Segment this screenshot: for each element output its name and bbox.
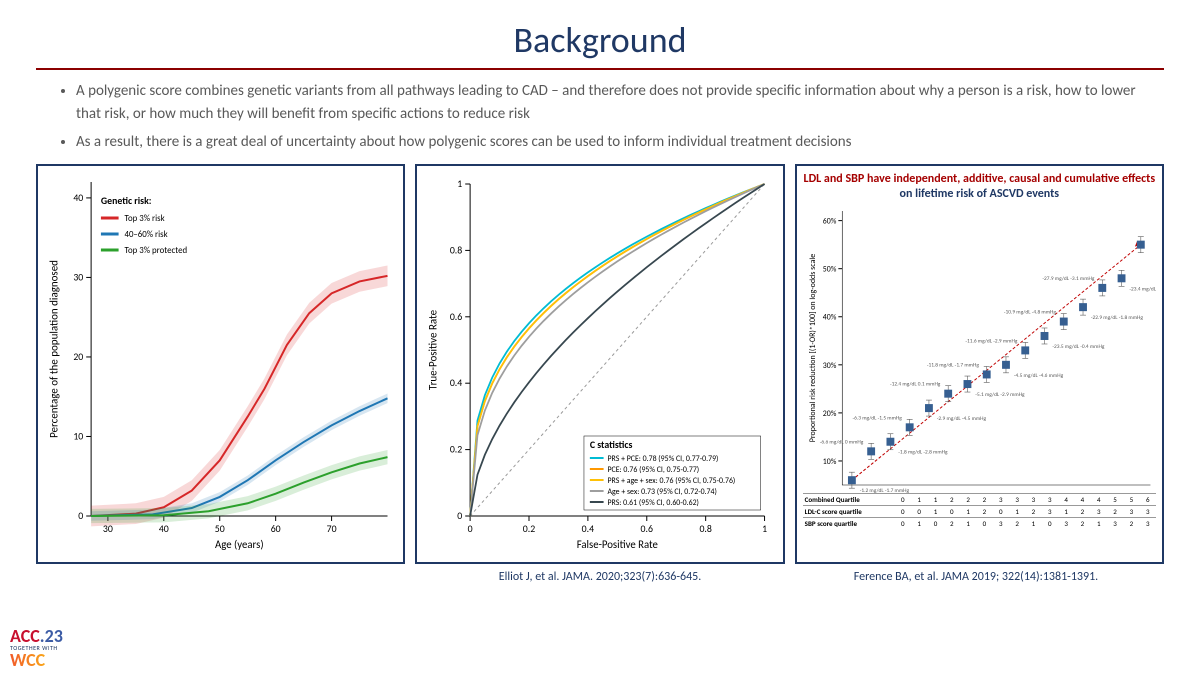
svg-text:False-Positive Rate: False-Positive Rate <box>577 537 659 550</box>
svg-text:PRS: 0.61 (95% CI, 0.60-0.62): PRS: 0.61 (95% CI, 0.60-0.62) <box>608 497 699 507</box>
svg-text:PCE: 0.76 (95% CI, 0.75-0.77): PCE: 0.76 (95% CI, 0.75-0.77) <box>608 464 700 474</box>
bullets: A polygenic score combines genetic varia… <box>36 80 1164 154</box>
svg-text:-11.8 mg/dL -1.7 mmHg: -11.8 mg/dL -1.7 mmHg <box>926 362 978 368</box>
panel-ldl-sbp: LDL and SBP have independent, additive, … <box>795 164 1164 564</box>
svg-text:0.6: 0.6 <box>450 310 462 322</box>
svg-text:Genetic risk:: Genetic risk: <box>101 194 152 206</box>
svg-text:70: 70 <box>327 522 337 534</box>
svg-text:0.8: 0.8 <box>700 522 712 534</box>
citation-left <box>36 570 412 584</box>
svg-text:-23.4 mg/dL -5.0 mmHg: -23.4 mg/dL -5.0 mmHg <box>1129 286 1156 292</box>
svg-text:0.2: 0.2 <box>450 443 462 455</box>
title-rule <box>36 68 1164 70</box>
svg-text:-1.2 mg/dL -1.7 mmHg: -1.2 mg/dL -1.7 mmHg <box>859 488 909 493</box>
svg-text:-1.8 mg/dL -2.8 mmHg: -1.8 mg/dL -2.8 mmHg <box>898 449 948 455</box>
svg-text:Top 3% risk: Top 3% risk <box>124 213 164 223</box>
svg-text:0.8: 0.8 <box>450 244 462 256</box>
svg-text:40–60% risk: 40–60% risk <box>124 229 167 239</box>
panel-age-incidence: 3040506070010203040Age (years)Percentage… <box>36 164 405 564</box>
svg-text:-2.9 mg/dL -4.5 mmHg: -2.9 mg/dL -4.5 mmHg <box>936 416 986 422</box>
svg-text:-12.4 mg/dL 0.1 mmHg: -12.4 mg/dL 0.1 mmHg <box>890 381 941 387</box>
citation-middle: Elliot J, et al. JAMA. 2020;323(7):636-6… <box>412 570 788 584</box>
svg-text:0: 0 <box>78 509 83 521</box>
svg-text:-5.1 mg/dL -2.9 mmHg: -5.1 mg/dL -2.9 mmHg <box>975 392 1025 398</box>
slide: Background A polygenic score combines ge… <box>0 0 1200 673</box>
svg-text:-11.6 mg/dL -2.9 mmHg: -11.6 mg/dL -2.9 mmHg <box>965 338 1017 344</box>
svg-text:30%: 30% <box>822 360 836 370</box>
quartile-table: Combined Quartile0112223333444556LDL-C s… <box>803 493 1156 529</box>
slide-title: Background <box>36 18 1164 62</box>
svg-text:True-Positive Rate: True-Positive Rate <box>427 309 440 390</box>
svg-text:0.6: 0.6 <box>641 522 653 534</box>
panel-roc: 00 0.2 0.2 0.4 0.4 0.6 0.6 0.8 0.8 1 1 False-Positi… <box>415 164 784 564</box>
svg-text:0: 0 <box>468 522 473 534</box>
svg-text:50: 50 <box>215 522 225 534</box>
svg-text:-6.3 mg/dL -1.5 mmHg: -6.3 mg/dL -1.5 mmHg <box>852 415 902 421</box>
panels-row: 3040506070010203040Age (years)Percentage… <box>36 164 1164 564</box>
citation-right: Ference BA, et al. JAMA 2019; 322(14):13… <box>788 570 1164 584</box>
svg-text:40%: 40% <box>822 312 836 322</box>
svg-text:20%: 20% <box>822 409 836 419</box>
svg-text:C statistics: C statistics <box>590 438 633 450</box>
panel3-headline: LDL and SBP have independent, additive, … <box>803 172 1156 203</box>
svg-text:1: 1 <box>458 177 463 189</box>
svg-text:10: 10 <box>73 430 83 442</box>
bullet-item: A polygenic score combines genetic varia… <box>76 80 1156 125</box>
svg-text:60%: 60% <box>822 216 836 226</box>
svg-text:Percentage of the population d: Percentage of the population diagnosed <box>48 260 61 438</box>
svg-text:50%: 50% <box>822 264 836 274</box>
svg-text:-6.6 mg/dL 0 mmHg: -6.6 mg/dL 0 mmHg <box>819 439 863 445</box>
svg-text:-10.9 mg/dL -4.8 mmHg: -10.9 mg/dL -4.8 mmHg <box>1004 309 1056 315</box>
svg-text:0.4: 0.4 <box>450 377 462 389</box>
svg-text:60: 60 <box>271 522 281 534</box>
svg-text:0: 0 <box>458 509 463 521</box>
svg-text:Age (years): Age (years) <box>215 537 264 550</box>
citations: Elliot J, et al. JAMA. 2020;323(7):636-6… <box>36 570 1164 584</box>
svg-text:0.2: 0.2 <box>523 522 535 534</box>
svg-text:Top 3% protected: Top 3% protected <box>124 245 187 255</box>
svg-text:-23.5 mg/dL -0.4 mmHg: -23.5 mg/dL -0.4 mmHg <box>1052 344 1104 350</box>
svg-text:1: 1 <box>762 522 767 534</box>
svg-text:0.4: 0.4 <box>582 522 594 534</box>
svg-text:-27.9 mg/dL -3.1 mmHg: -27.9 mg/dL -3.1 mmHg <box>1042 276 1094 282</box>
svg-text:10%: 10% <box>822 457 836 467</box>
bullet-item: As a result, there is a great deal of un… <box>76 131 1156 154</box>
svg-text:PRS + PCE: 0.78 (95% CI, 0.77-: PRS + PCE: 0.78 (95% CI, 0.77-0.79) <box>608 453 719 463</box>
svg-text:-22.9 mg/dL -1.8 mmHg: -22.9 mg/dL -1.8 mmHg <box>1091 315 1143 321</box>
svg-text:30: 30 <box>73 271 83 283</box>
svg-text:Age + sex: 0.73 (95% CI, 0.72-: Age + sex: 0.73 (95% CI, 0.72-0.74) <box>608 486 717 496</box>
svg-text:40: 40 <box>73 191 83 203</box>
svg-text:20: 20 <box>73 350 83 362</box>
conference-logo: ACC.23 TOGETHER WITH WCC <box>10 627 63 669</box>
svg-text:Proportional risk reduction [(: Proportional risk reduction [(1-OR)*100]… <box>807 253 817 442</box>
svg-text:-4.5 mg/dL -4.6 mmHg: -4.5 mg/dL -4.6 mmHg <box>1013 372 1063 378</box>
svg-text:40: 40 <box>159 522 169 534</box>
svg-text:PRS + age + sex: 0.76 (95% CI,: PRS + age + sex: 0.76 (95% CI, 0.75-0.76… <box>608 475 736 485</box>
